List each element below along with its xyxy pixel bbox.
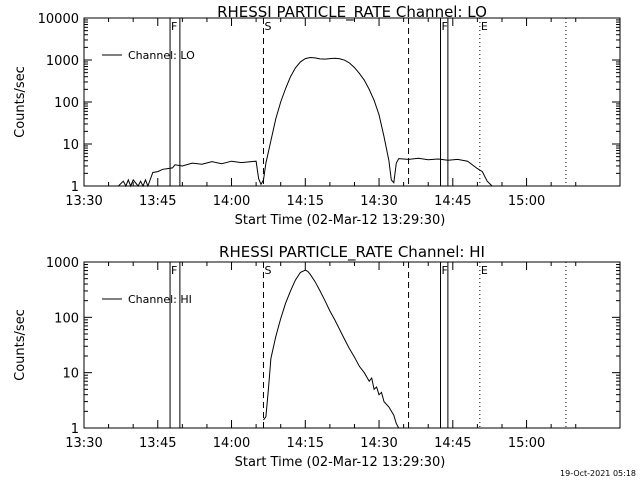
event-marker-label: E: [481, 20, 488, 33]
y-tick-label: 1: [71, 180, 79, 195]
plot-frame: [83, 17, 621, 187]
x-tick-label: 14:45: [434, 436, 471, 451]
event-marker-label: F: [171, 20, 177, 33]
event-marker-label: F: [442, 264, 448, 277]
y-tick-label: 10: [62, 367, 79, 382]
x-tick-label: 13:30: [65, 194, 102, 209]
x-tick-label: 14:15: [287, 194, 324, 209]
x-tick-label: 15:00: [508, 194, 545, 209]
event-marker-label: S: [264, 264, 271, 277]
event-marker-label: S: [264, 20, 271, 33]
x-tick-label: 14:00: [213, 436, 250, 451]
plot-frame: [83, 261, 621, 429]
x-tick-label: 13:30: [65, 436, 102, 451]
x-axis-label: Start Time (02-Mar-12 13:29:30): [235, 455, 446, 470]
y-tick-label: 100: [54, 96, 79, 111]
timestamp: 19-Oct-2021 05:18: [560, 469, 636, 478]
y-axis-label: Counts/sec: [13, 309, 28, 381]
data-series-line: [118, 56, 493, 188]
y-tick-label: 10: [62, 138, 79, 153]
data-series-line: [263, 269, 400, 429]
legend-label: Channel: HI: [128, 293, 192, 306]
y-tick-label: 1: [71, 422, 79, 437]
y-tick-label: 100: [54, 311, 79, 326]
y-tick-label: 1000: [46, 54, 79, 69]
event-marker-label: F: [442, 20, 448, 33]
x-axis-label: Start Time (02-Mar-12 13:29:30): [235, 213, 446, 228]
x-tick-label: 14:15: [287, 436, 324, 451]
y-tick-label: 1000: [46, 256, 79, 271]
y-tick-label: 10000: [38, 12, 79, 27]
x-tick-label: 14:00: [213, 194, 250, 209]
x-tick-label: 14:30: [360, 436, 397, 451]
x-tick-label: 15:00: [508, 436, 545, 451]
chart-title: RHESSI PARTICLE_RATE Channel: LO: [217, 3, 487, 22]
chart-title: RHESSI PARTICLE_RATE Channel: HI: [219, 243, 485, 262]
x-tick-label: 14:45: [434, 194, 471, 209]
legend-label: Channel: LO: [128, 49, 195, 62]
y-axis-label: Counts/sec: [13, 66, 28, 138]
x-tick-label: 14:30: [360, 194, 397, 209]
x-tick-label: 13:45: [139, 194, 176, 209]
event-marker-label: E: [481, 264, 488, 277]
x-tick-label: 13:45: [139, 436, 176, 451]
event-marker-label: F: [171, 264, 177, 277]
